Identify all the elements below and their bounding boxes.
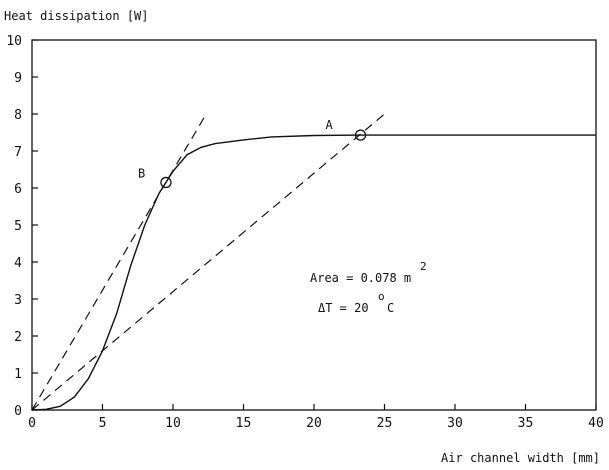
y-tick-label: 9 [14, 71, 22, 86]
x-tick-label: 40 [588, 416, 604, 431]
series [31, 113, 596, 411]
ticks: 0 5 10 15 20 25 30 35 40 0 1 2 3 4 5 6 7 8 9 10 [6, 34, 603, 431]
x-tick-label: 10 [165, 416, 181, 431]
y-tick-label: 1 [14, 367, 22, 382]
y-tick-label: 5 [14, 219, 22, 234]
delta-t-text: ΔT = 20 [318, 301, 369, 315]
area-superscript: 2 [420, 260, 427, 273]
point-b-label: B [138, 166, 145, 180]
delta-t-annotation: ΔT = 20 o C [318, 290, 394, 315]
x-tick-label: 25 [377, 416, 393, 431]
y-axis-label: Heat dissipation [W] [4, 9, 149, 23]
tangent-line-1 [31, 117, 205, 411]
point-a-marker [354, 129, 367, 141]
tangent-line-2 [31, 113, 385, 411]
x-tick-label: 35 [518, 416, 534, 431]
y-tick-label: 3 [14, 293, 22, 308]
area-text: Area = 0.078 m [310, 271, 411, 285]
y-tick-label: 8 [14, 108, 22, 123]
y-tick-label: 0 [14, 404, 22, 419]
y-tick-label: 2 [14, 330, 22, 345]
x-tick-label: 30 [447, 416, 463, 431]
y-tick-label: 6 [14, 182, 22, 197]
x-tick-label: 15 [236, 416, 252, 431]
x-tick-label: 5 [99, 416, 107, 431]
y-tick-label: 7 [14, 145, 22, 160]
point-b-marker [160, 176, 172, 189]
delta-t-unit: C [387, 301, 394, 315]
delta-t-degree: o [378, 290, 385, 303]
x-tick-label: 20 [306, 416, 322, 431]
x-tick-label: 0 [28, 416, 36, 431]
y-tick-label: 4 [14, 256, 22, 271]
plot-frame [31, 39, 597, 411]
x-axis-label: Air channel width [mm] [441, 451, 600, 465]
point-a-label: A [326, 118, 334, 132]
markers: AB [138, 118, 367, 189]
area-annotation: Area = 0.078 m 2 [310, 260, 427, 285]
y-tick-label: 10 [6, 34, 22, 49]
